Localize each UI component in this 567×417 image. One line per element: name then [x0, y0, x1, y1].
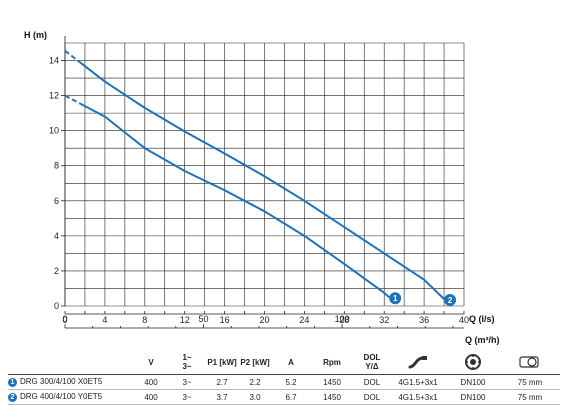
x-axis-label: Q (l/s): [469, 314, 495, 324]
table-row: 1 DRG 300/4/100 X0ET5 400 3~ 2.7 2.2 5.2 1450 DO…: [8, 374, 560, 390]
header-p2: P2 [kW]: [240, 357, 270, 367]
curve-dashed-1: [64, 94, 81, 105]
header-model: [8, 350, 134, 375]
curve-label-1: 1: [393, 294, 398, 303]
cable-icon: [390, 350, 446, 375]
header-start: DOL Y/Δ: [354, 350, 390, 375]
outlet-cell: DN100: [446, 389, 500, 405]
phase-cell: 3~: [168, 389, 206, 405]
cable-cell: 4G1.5+3x1: [390, 389, 446, 405]
x-tick-label: 24: [299, 315, 309, 325]
cable-cell: 4G1.5+3x1: [390, 374, 446, 390]
y-tick-label: 6: [54, 196, 59, 206]
x-tick-label: 0: [62, 315, 67, 325]
spec-table: V 1~ 3~ P1 [kW] P2 [kW] A Rpm DOL Y/Δ: [8, 350, 560, 405]
y-tick-label: 12: [49, 91, 59, 101]
model-name: DRG 400/4/100 Y0ET5: [20, 392, 103, 402]
rpm-cell: 1450: [310, 389, 354, 405]
p1-cell: 2.7: [206, 374, 238, 390]
x-tick-label: 12: [180, 315, 190, 325]
curve-label-2: 2: [448, 296, 453, 305]
curve-line-2: [79, 61, 445, 300]
table-header-row: V 1~ 3~ P1 [kW] P2 [kW] A Rpm DOL Y/Δ: [8, 350, 560, 375]
row-number-badge: 2: [8, 392, 17, 402]
p2-cell: 3.0: [238, 389, 272, 405]
x-tick-label: 40: [459, 315, 469, 325]
row-number-badge: 1: [8, 377, 17, 387]
v-cell: 400: [134, 374, 168, 390]
curve-marker-1: [389, 292, 402, 305]
header-rpm: Rpm: [323, 357, 341, 367]
x-tick-label: 36: [419, 315, 429, 325]
table-row: 2 DRG 400/4/100 Y0ET5 400 3~ 3.7 3.0 6.7 1450 DO…: [8, 389, 560, 405]
y-tick-label: 2: [54, 266, 59, 276]
header-start-bottom: Y/Δ: [365, 362, 379, 371]
y-tick-label: 4: [54, 231, 59, 241]
start-cell: DOL: [354, 389, 390, 405]
header-amps: A: [288, 357, 294, 367]
y-tick-label: 10: [49, 126, 59, 136]
a-cell: 6.7: [272, 389, 310, 405]
header-phase-top: 1~: [182, 353, 192, 362]
p1-cell: 3.7: [206, 389, 238, 405]
curve-marker-2: [444, 293, 457, 306]
x2-tick-label: 100: [335, 314, 350, 324]
outlet-flange-icon: [446, 350, 500, 375]
chart-grid: [64, 36, 465, 307]
curve-dashed-2: [64, 49, 81, 64]
x2-axis-label: Q (m³/h): [465, 335, 500, 345]
series-1: 1: [64, 94, 402, 305]
impeller-passage-icon: [500, 350, 560, 375]
model-name: DRG 300/4/100 X0ET5: [20, 377, 103, 387]
rpm-cell: 1450: [310, 374, 354, 390]
outlet-cell: DN100: [446, 374, 500, 390]
passage-cell: 75 mm: [500, 374, 560, 390]
x-tick-label: 16: [220, 315, 230, 325]
header-p1: P1 [kW]: [207, 357, 237, 367]
y-tick-label: 14: [49, 56, 59, 66]
v-cell: 400: [134, 389, 168, 405]
curve-line-1: [79, 102, 390, 298]
model-cell: 1 DRG 300/4/100 X0ET5: [8, 374, 134, 390]
header-voltage: V: [148, 357, 154, 367]
y-tick-label: 0: [54, 301, 59, 311]
header-phase: 1~ 3~: [168, 350, 206, 375]
phase-cell: 3~: [168, 374, 206, 390]
p2-cell: 2.2: [238, 374, 272, 390]
header-start-top: DOL: [363, 353, 381, 362]
x-tick-label: 28: [339, 315, 349, 325]
model-cell: 2 DRG 400/4/100 Y0ET5: [8, 389, 134, 405]
x-tick-label: 20: [259, 315, 269, 325]
passage-cell: 75 mm: [500, 389, 560, 405]
x-tick-label: 8: [142, 315, 147, 325]
x-tick-label: 4: [102, 315, 107, 325]
series-2: 2: [64, 49, 457, 306]
y-tick-label: 8: [54, 161, 59, 171]
x2-tick-label: 50: [199, 314, 209, 324]
header-phase-bottom: 3~: [182, 362, 192, 371]
x2-tick-label: 0: [62, 314, 67, 324]
a-cell: 5.2: [272, 374, 310, 390]
start-cell: DOL: [354, 374, 390, 390]
x-tick-label: 32: [379, 315, 389, 325]
y-axis-label: H (m): [24, 30, 47, 40]
